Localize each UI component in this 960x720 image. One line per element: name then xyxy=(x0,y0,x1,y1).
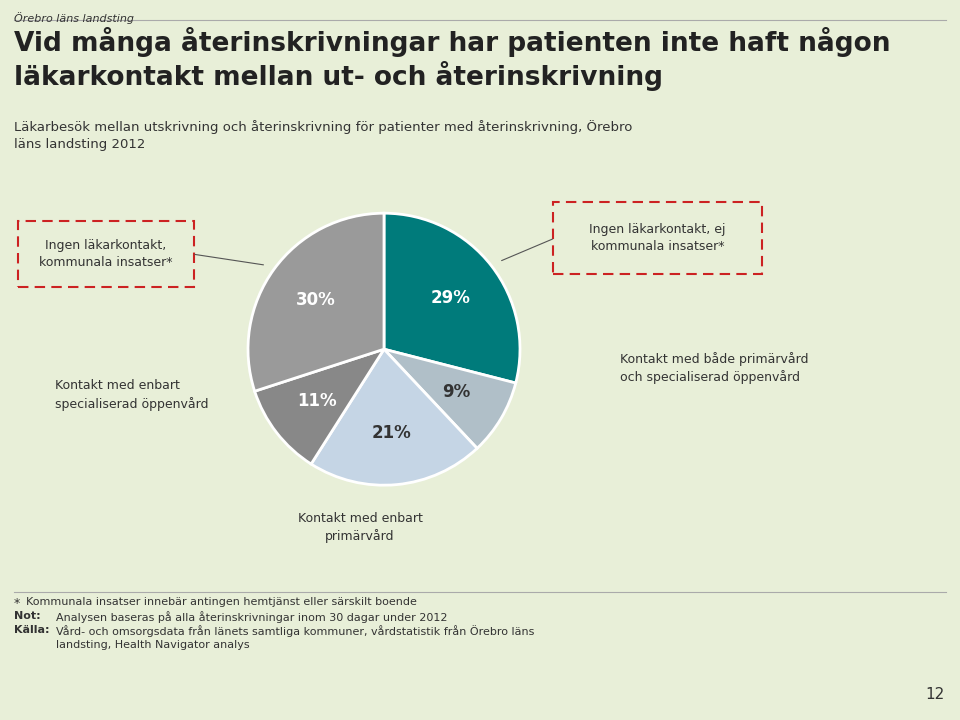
Wedge shape xyxy=(384,213,520,383)
Text: Läkarbesök mellan utskrivning och återinskrivning för patienter med återinskrivn: Läkarbesök mellan utskrivning och återin… xyxy=(14,120,633,151)
Text: Ingen läkarkontakt,
kommunala insatser*: Ingen läkarkontakt, kommunala insatser* xyxy=(39,239,173,269)
Text: 30%: 30% xyxy=(296,291,336,309)
Text: 12: 12 xyxy=(925,687,945,702)
Wedge shape xyxy=(254,349,384,464)
Text: Not:: Not: xyxy=(14,611,40,621)
Wedge shape xyxy=(384,349,516,449)
Text: 21%: 21% xyxy=(372,424,412,442)
Text: Källa:: Källa: xyxy=(14,625,50,635)
Text: 11%: 11% xyxy=(298,392,337,410)
Wedge shape xyxy=(311,349,477,485)
Text: Kommunala insatser innebär antingen hemtjänst eller särskilt boende: Kommunala insatser innebär antingen hemt… xyxy=(26,597,417,607)
Text: 9%: 9% xyxy=(443,383,470,401)
Text: 29%: 29% xyxy=(431,289,470,307)
Text: Kontakt med enbart
specialiserad öppenvård: Kontakt med enbart specialiserad öppenvå… xyxy=(55,379,208,410)
Text: *: * xyxy=(14,597,20,610)
Wedge shape xyxy=(248,213,384,391)
Text: Kontakt med enbart
primärvård: Kontakt med enbart primärvård xyxy=(298,512,422,544)
Text: Analysen baseras på alla återinskrivningar inom 30 dagar under 2012: Analysen baseras på alla återinskrivning… xyxy=(56,611,447,623)
Text: Ingen läkarkontakt, ej
kommunala insatser*: Ingen läkarkontakt, ej kommunala insatse… xyxy=(589,223,726,253)
Text: Vård- och omsorgsdata från länets samtliga kommuner, vårdstatistik från Örebro l: Vård- och omsorgsdata från länets samtli… xyxy=(56,625,535,650)
Text: Kontakt med både primärvård
och specialiserad öppenvård: Kontakt med både primärvård och speciali… xyxy=(620,352,808,384)
Text: Örebro läns landsting: Örebro läns landsting xyxy=(14,12,134,24)
Text: Vid många återinskrivningar har patienten inte haft någon
läkarkontakt mellan ut: Vid många återinskrivningar har patiente… xyxy=(14,27,891,91)
